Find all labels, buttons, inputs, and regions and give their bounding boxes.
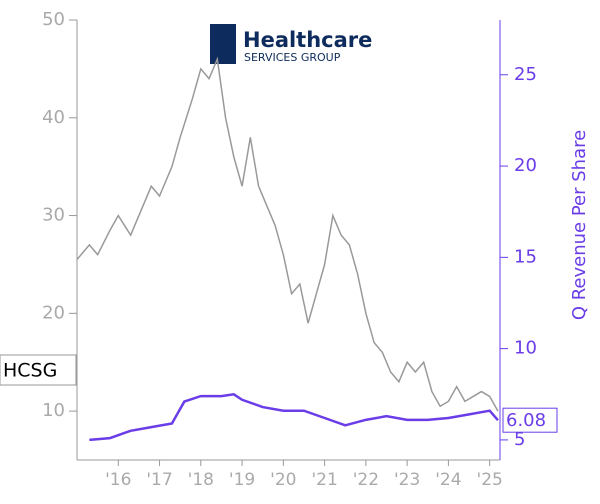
logo-sub: SERVICES GROUP — [244, 51, 341, 64]
ticker-label: HCSG — [3, 360, 57, 382]
x-tick-label: '24 — [435, 470, 461, 490]
y2-tick-label: 5 — [514, 429, 525, 450]
x-tick-label: '21 — [311, 470, 337, 490]
y2-tick-label: 10 — [514, 338, 537, 359]
y-tick-label: 50 — [42, 9, 65, 30]
y2-axis-label: Q Revenue Per Share — [569, 130, 590, 320]
x-tick-label: '19 — [229, 470, 255, 490]
y-tick-label: 40 — [42, 107, 65, 128]
y2-tick-label: 25 — [514, 64, 537, 85]
y-tick-label: 20 — [42, 302, 65, 323]
x-tick-label: '23 — [394, 470, 420, 490]
x-tick-label: '18 — [188, 470, 214, 490]
y-tick-label: 30 — [42, 205, 65, 226]
value-label: 6.08 — [506, 410, 546, 431]
logo-icon — [210, 24, 236, 64]
logo-name: Healthcare — [243, 28, 372, 52]
x-tick-label: '17 — [146, 470, 172, 490]
x-tick-label: '22 — [353, 470, 379, 490]
y2-tick-label: 15 — [514, 246, 537, 267]
series-line — [76, 56, 499, 412]
x-tick-label: '16 — [105, 470, 131, 490]
value-label-box — [502, 407, 558, 433]
ticker-box — [0, 354, 77, 386]
x-tick-label: '25 — [477, 470, 503, 490]
y-tick-label: 10 — [42, 400, 65, 421]
series-line — [89, 392, 499, 442]
y2-tick-label: 20 — [514, 155, 537, 176]
x-tick-label: '20 — [270, 470, 296, 490]
